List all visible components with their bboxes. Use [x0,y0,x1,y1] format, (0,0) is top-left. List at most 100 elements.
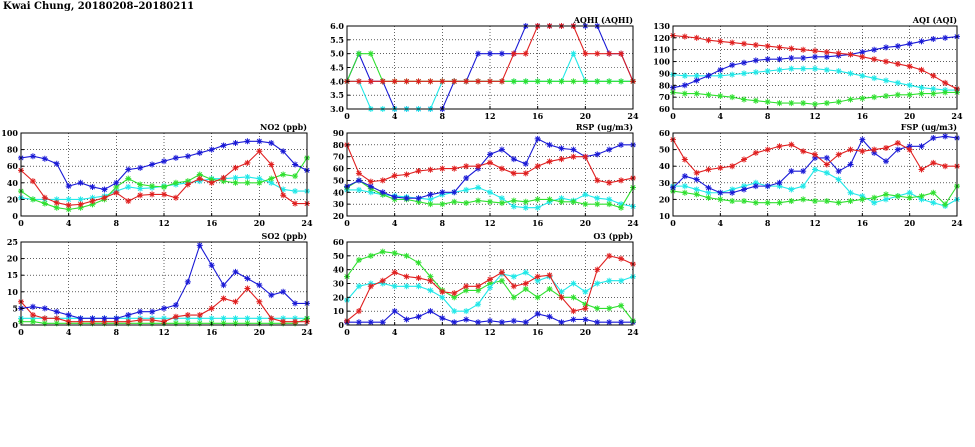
series-point-blue [942,34,949,41]
series-point-green [752,97,759,104]
series-point-red [53,315,60,322]
y-tick-label: 15 [7,270,18,280]
series-point-green [847,96,854,103]
series-point-cyan [475,301,482,308]
series-point-cyan [415,283,422,290]
series-point-red [800,46,807,53]
series-point-green [367,50,374,57]
series-point-blue [149,161,156,168]
series-point-red [582,153,589,160]
series-point-green [427,273,434,280]
series-point-blue [741,59,747,66]
series-point-blue [788,168,795,175]
series-point-cyan [752,69,759,76]
series-point-cyan [292,315,299,322]
x-tick-label: 8 [765,218,771,228]
series-point-green [582,78,589,85]
y-tick-label: 20 [659,194,671,204]
series-point-red [918,166,925,173]
series-point-blue [53,160,60,167]
series-point-red [522,280,529,287]
series-point-blue [582,316,589,323]
series-point-green [717,92,724,99]
series-point-cyan [463,308,470,315]
series-point-red [403,78,410,85]
series-point-red [594,50,601,57]
series-point-red [823,49,830,56]
series-point-red [618,50,625,57]
series-point-red [256,298,263,305]
y-tick-label: 50 [333,175,345,185]
series-point-red [522,50,529,57]
series-point-blue [41,155,48,162]
chart-no2: 0 4 8 12 16 20 24 0 20 40 60 80 100 NO2 (ppb) [1,122,313,228]
y-tick-label: 110 [653,45,670,55]
series-point-green [161,183,167,190]
series-point-green [883,92,889,99]
series-point-red [764,146,771,153]
series-point-green [776,199,783,206]
series-point-red [835,50,842,57]
series-point-green [510,294,517,301]
series-point-red [894,139,901,146]
series-point-red [681,156,688,163]
series-point-green [29,318,36,325]
y-tick-label: 10 [333,306,345,316]
series-point-blue [427,191,434,198]
series-point-blue [729,189,736,196]
series-point-red [149,191,156,198]
series-point-red [379,277,386,284]
series-point-blue [244,275,251,282]
series-point-blue [546,313,553,320]
series-point-blue [29,303,36,310]
series-point-cyan [475,184,482,191]
series-point-green [570,78,577,85]
series-point-green [894,91,901,98]
series-point-blue [930,36,937,43]
series-point-blue [415,313,422,320]
series-point-red [859,148,866,155]
series-point-cyan [391,283,398,290]
series-point-blue [717,66,724,73]
series-point-cyan [65,315,72,322]
x-tick-label: 0 [18,327,24,337]
series-point-red [463,283,470,290]
series-point-blue [800,168,807,175]
series-point-blue [942,133,949,140]
series-point-green [510,78,517,85]
series-point-red [463,163,470,170]
series-point-red [930,72,937,79]
series-point-red [570,308,577,315]
series-point-cyan [280,186,287,193]
series-point-red [475,78,482,85]
series-point-green [475,287,482,294]
series-point-blue [379,319,386,326]
series-point-red [487,159,493,166]
series-point-cyan [487,284,493,291]
series-point-blue [101,186,108,193]
series-point-blue [752,57,759,64]
series-point-green [717,196,724,203]
series-point-cyan [741,183,747,190]
x-tick-label: 20 [580,111,592,121]
series-point-blue [498,319,505,326]
series-point-green [681,189,688,196]
series-point-blue [149,308,156,315]
series-point-blue [594,151,601,158]
series-point-green [930,189,937,196]
series-point-cyan [77,196,84,203]
series-point-blue [391,194,398,201]
series-point-green [451,294,458,301]
x-tick-label: 24 [627,218,639,228]
y-tick-label: 60 [659,128,671,138]
x-tick-label: 20 [580,327,592,337]
series-point-red [196,312,203,319]
series-point-green [764,199,771,206]
series-point-blue [534,310,541,317]
y-tick-label: 4.5 [330,63,344,73]
series-point-red [403,171,410,178]
series-point-red [859,53,866,60]
series-point-green [618,302,625,309]
series-point-green [835,199,842,206]
